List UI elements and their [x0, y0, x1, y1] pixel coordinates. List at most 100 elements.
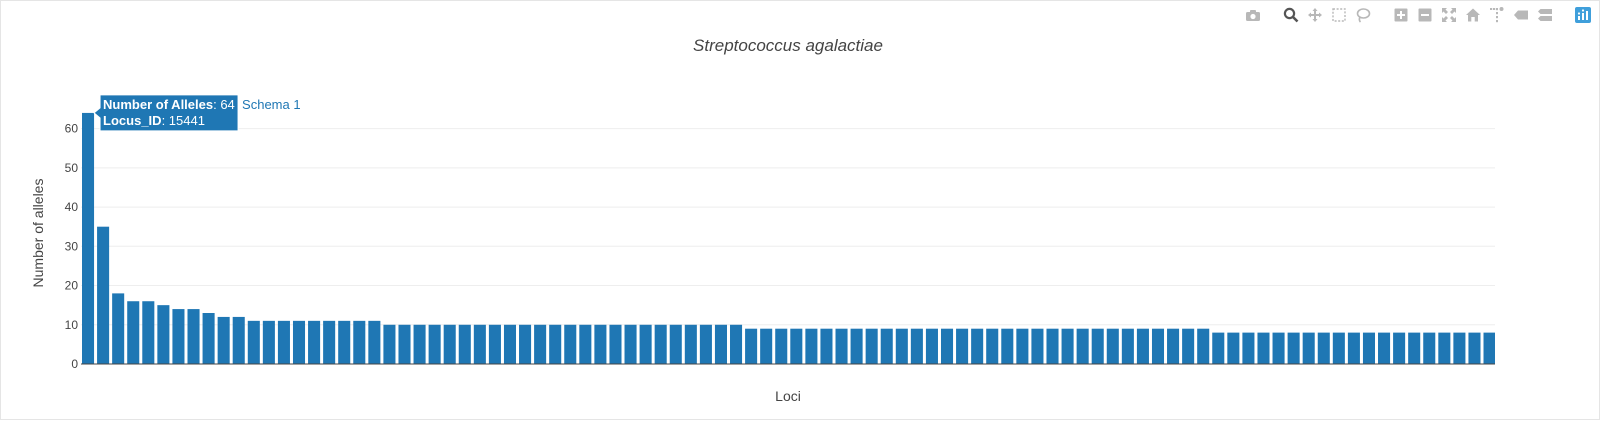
bar[interactable]: [745, 328, 758, 364]
bar[interactable]: [398, 324, 411, 364]
bar[interactable]: [624, 324, 637, 364]
bar[interactable]: [594, 324, 607, 364]
reset-axes-button[interactable]: [1461, 5, 1485, 25]
bar[interactable]: [157, 305, 170, 364]
bar[interactable]: [1121, 328, 1134, 364]
bar[interactable]: [956, 328, 969, 364]
bar[interactable]: [1423, 332, 1436, 364]
hover-closest-button[interactable]: [1509, 5, 1533, 25]
bar[interactable]: [443, 324, 456, 364]
bar[interactable]: [1031, 328, 1044, 364]
bar[interactable]: [1212, 332, 1225, 364]
bar[interactable]: [730, 324, 743, 364]
bar[interactable]: [669, 324, 682, 364]
bar[interactable]: [865, 328, 878, 364]
bar[interactable]: [413, 324, 426, 364]
bar[interactable]: [262, 320, 275, 364]
plotly-logo-button[interactable]: [1571, 5, 1595, 25]
bar[interactable]: [1242, 332, 1255, 364]
bar[interactable]: [368, 320, 381, 364]
bar[interactable]: [292, 320, 306, 364]
bar[interactable]: [1182, 328, 1195, 364]
bar[interactable]: [880, 328, 893, 364]
bar[interactable]: [940, 328, 954, 364]
zoom-in-button[interactable]: [1389, 5, 1413, 25]
bar[interactable]: [1378, 332, 1391, 364]
bar[interactable]: [1046, 328, 1059, 364]
bar[interactable]: [1091, 328, 1104, 364]
bar[interactable]: [353, 320, 366, 364]
bar[interactable]: [1483, 332, 1495, 364]
bar[interactable]: [1106, 328, 1119, 364]
bar[interactable]: [142, 301, 155, 364]
bar[interactable]: [202, 313, 215, 364]
bar[interactable]: [1151, 328, 1165, 364]
bar[interactable]: [1001, 328, 1014, 364]
bar[interactable]: [760, 328, 773, 364]
bar[interactable]: [1317, 332, 1330, 364]
bar[interactable]: [1468, 332, 1481, 364]
bar[interactable]: [1302, 332, 1315, 364]
bar[interactable]: [1438, 332, 1451, 364]
bar[interactable]: [187, 309, 200, 364]
hover-compare-button[interactable]: [1533, 5, 1557, 25]
bar[interactable]: [820, 328, 833, 364]
bar[interactable]: [1332, 332, 1345, 364]
bar[interactable]: [1227, 332, 1240, 364]
bar[interactable]: [910, 328, 923, 364]
bar[interactable]: [1408, 332, 1421, 364]
bar[interactable]: [895, 328, 908, 364]
bar[interactable]: [1287, 332, 1300, 364]
bar[interactable]: [986, 328, 999, 364]
bar[interactable]: [639, 324, 652, 364]
bar[interactable]: [1016, 328, 1029, 364]
bar[interactable]: [1347, 332, 1360, 364]
bar[interactable]: [609, 324, 622, 364]
pan-button[interactable]: [1303, 5, 1327, 25]
bar[interactable]: [1257, 332, 1270, 364]
bar[interactable]: [172, 309, 185, 364]
bar[interactable]: [519, 324, 532, 364]
zoom-button[interactable]: [1279, 5, 1303, 25]
bar[interactable]: [428, 324, 441, 364]
bar[interactable]: [534, 324, 547, 364]
bar[interactable]: [790, 328, 803, 364]
bar[interactable]: [473, 324, 486, 364]
bar[interactable]: [579, 324, 592, 364]
bar[interactable]: [127, 301, 140, 364]
bars[interactable]: [82, 112, 1495, 364]
spike-lines-button[interactable]: [1485, 5, 1509, 25]
bar[interactable]: [232, 316, 245, 364]
bar[interactable]: [850, 328, 863, 364]
bar[interactable]: [684, 324, 697, 364]
bar[interactable]: [308, 320, 321, 364]
zoom-out-button[interactable]: [1413, 5, 1437, 25]
bar[interactable]: [1076, 328, 1089, 364]
bar[interactable]: [112, 293, 125, 364]
bar[interactable]: [1167, 328, 1180, 364]
bar[interactable]: [277, 320, 290, 364]
bar[interactable]: [1197, 328, 1210, 364]
bar[interactable]: [775, 328, 788, 364]
bar[interactable]: [925, 328, 938, 364]
bar-chart[interactable]: 0 10 20 30 40 50 60 Streptococcus agalactiae L…: [1, 1, 1601, 421]
bar[interactable]: [338, 320, 351, 364]
bar[interactable]: [82, 112, 95, 364]
bar[interactable]: [805, 328, 818, 364]
bar[interactable]: [383, 324, 396, 364]
bar[interactable]: [564, 324, 577, 364]
box-select-button[interactable]: [1327, 5, 1351, 25]
bar[interactable]: [699, 324, 712, 364]
bar[interactable]: [458, 324, 471, 364]
autoscale-button[interactable]: [1437, 5, 1461, 25]
bar[interactable]: [323, 320, 336, 364]
bar[interactable]: [1362, 332, 1376, 364]
bar[interactable]: [971, 328, 984, 364]
bar[interactable]: [247, 320, 260, 364]
bar[interactable]: [714, 324, 727, 364]
lasso-select-button[interactable]: [1351, 5, 1375, 25]
bar[interactable]: [97, 226, 110, 364]
bar[interactable]: [549, 324, 562, 364]
bar[interactable]: [1453, 332, 1466, 364]
bar[interactable]: [1061, 328, 1074, 364]
